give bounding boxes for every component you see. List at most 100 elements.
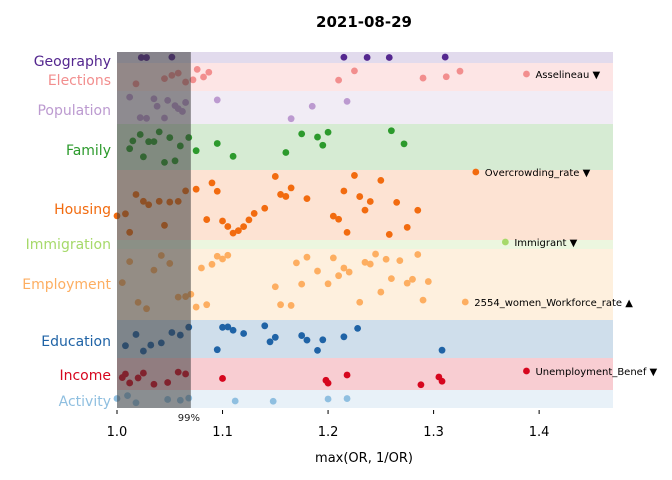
- band-activity: [117, 390, 613, 408]
- point-employment-38: [409, 275, 416, 283]
- category-label-employment: Employment: [22, 277, 111, 293]
- point-employment-32: [372, 250, 379, 258]
- band-education: [117, 320, 613, 358]
- category-label-elections: Elections: [48, 73, 111, 89]
- point-income-12: [343, 371, 351, 379]
- point-housing-20: [245, 216, 253, 224]
- point-employment-15: [219, 255, 226, 263]
- category-labels: Geography Elections Population Family Housin…: [22, 54, 111, 410]
- annotation-label-employment: 2554_women_Workforce_rate ▲: [474, 298, 633, 309]
- point-family-21: [400, 140, 408, 148]
- point-education-16: [298, 332, 306, 339]
- point-education-18: [314, 346, 321, 354]
- point-housing-38: [393, 198, 401, 206]
- annotation-marker-elections: [523, 70, 530, 78]
- point-activity-9: [343, 395, 351, 402]
- point-housing-18: [234, 227, 242, 235]
- point-elections-9: [335, 76, 343, 84]
- annotation-label-immigration: Immigrant ▼: [514, 238, 577, 249]
- category-label-housing: Housing: [54, 202, 111, 218]
- annotation-label-housing: Overcrowding_rate ▼: [485, 168, 591, 179]
- point-employment-21: [298, 280, 306, 288]
- point-employment-14: [213, 252, 221, 260]
- point-housing-25: [282, 193, 290, 200]
- category-label-family: Family: [66, 143, 111, 159]
- point-employment-37: [403, 279, 411, 287]
- point-housing-36: [377, 176, 385, 184]
- point-education-12: [240, 330, 248, 337]
- annotation-marker-income: [523, 367, 530, 375]
- point-elections-5: [189, 76, 197, 84]
- point-education-22: [438, 346, 446, 354]
- annotation-marker-employment: [461, 298, 469, 306]
- point-population-11: [213, 96, 221, 104]
- point-employment-10: [192, 303, 200, 311]
- threshold-region: [117, 52, 191, 408]
- point-family-20: [387, 127, 395, 135]
- point-employment-30: [361, 258, 369, 266]
- point-housing-13: [208, 179, 216, 187]
- point-education-17: [303, 336, 311, 344]
- point-employment-35: [387, 275, 395, 283]
- point-family-18: [319, 141, 327, 149]
- point-employment-31: [366, 260, 374, 268]
- point-employment-20: [293, 259, 300, 267]
- point-housing-12: [203, 216, 211, 223]
- point-housing-16: [224, 223, 232, 230]
- point-housing-24: [277, 191, 284, 198]
- threshold-label: 99%: [178, 413, 200, 424]
- point-housing-17: [229, 229, 237, 237]
- point-family-12: [192, 147, 200, 155]
- point-employment-23: [314, 267, 321, 275]
- x-tick-label-2: 1.2: [318, 425, 339, 440]
- x-axis-label: max(OR, 1/OR): [315, 451, 413, 466]
- point-elections-11: [419, 74, 427, 82]
- band-immigration: [117, 240, 613, 249]
- point-employment-24: [324, 280, 332, 288]
- point-elections-13: [456, 67, 464, 75]
- point-family-17: [314, 133, 321, 141]
- point-family-19: [324, 128, 332, 136]
- point-education-19: [319, 336, 327, 344]
- x-tick-label-0: 1.0: [107, 425, 128, 440]
- category-label-income: Income: [59, 368, 111, 384]
- point-housing-11: [192, 185, 200, 193]
- point-housing-27: [303, 195, 311, 203]
- point-housing-35: [366, 198, 374, 205]
- point-housing-33: [356, 193, 364, 200]
- point-employment-27: [340, 264, 348, 272]
- point-education-21: [354, 324, 362, 332]
- point-population-14: [343, 97, 351, 105]
- category-label-education: Education: [41, 334, 111, 350]
- point-education-9: [219, 323, 226, 331]
- point-housing-37: [385, 231, 393, 238]
- point-employment-33: [377, 288, 385, 296]
- point-employment-28: [345, 268, 353, 276]
- x-tick-label-3: 1.3: [423, 425, 444, 440]
- point-employment-13: [208, 260, 216, 268]
- point-employment-34: [382, 255, 390, 263]
- point-income-11: [324, 379, 332, 387]
- point-employment-26: [335, 272, 343, 280]
- category-label-immigration: Immigration: [26, 237, 111, 253]
- band-population: [117, 91, 613, 124]
- band-housing: [117, 170, 613, 240]
- point-education-20: [340, 333, 348, 341]
- point-employment-25: [329, 254, 337, 262]
- annotation-marker-immigration: [501, 238, 509, 246]
- point-elections-8: [205, 68, 213, 76]
- point-housing-39: [403, 223, 411, 231]
- point-education-8: [213, 346, 221, 354]
- point-employment-40: [419, 296, 427, 304]
- x-tick-label-1: 1.1: [212, 425, 233, 440]
- annotation-marker-housing: [472, 168, 480, 176]
- point-elections-7: [200, 73, 207, 81]
- point-employment-18: [277, 301, 284, 309]
- point-employment-19: [287, 302, 295, 309]
- x-axis: 1.0 1.1 1.2 1.3 1.4: [107, 410, 549, 440]
- point-geography-3: [340, 53, 348, 61]
- category-bands: [117, 52, 613, 408]
- point-housing-14: [213, 187, 221, 195]
- point-housing-40: [414, 206, 422, 214]
